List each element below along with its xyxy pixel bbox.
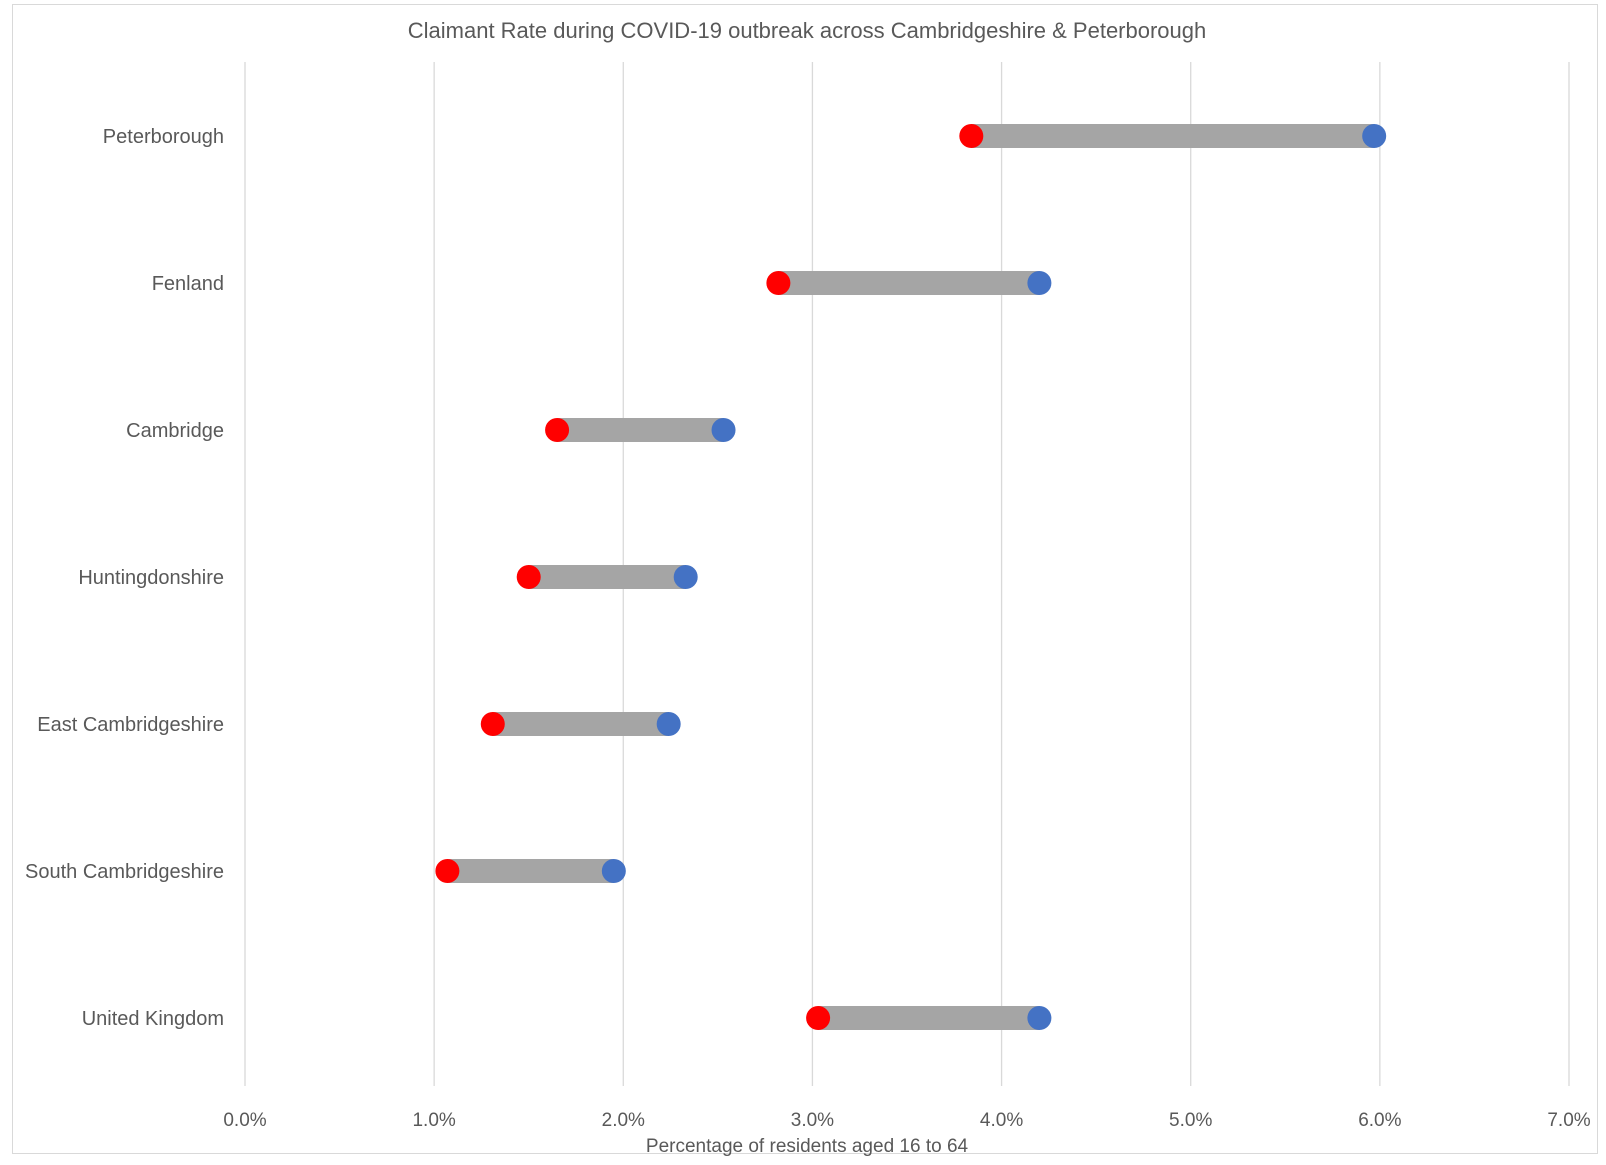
red-point bbox=[435, 859, 460, 883]
gridlines bbox=[244, 62, 1570, 1086]
x-tick-label: 0.0% bbox=[223, 1110, 266, 1131]
category-labels: Peterborough Fenland Cambridge Huntingdonsh… bbox=[25, 126, 224, 1030]
red-point bbox=[545, 418, 570, 442]
category-label: Peterborough bbox=[103, 126, 224, 148]
chart-title: Claimant Rate during COVID-19 outbreak a… bbox=[408, 18, 1207, 43]
category-label: Fenland bbox=[152, 273, 224, 295]
x-tick-labels: 0.0% 1.0% 2.0% 3.0% 4.0% 5.0% 6.0% 7.0% bbox=[223, 1110, 1590, 1131]
category-label: Huntingdonshire bbox=[78, 567, 224, 589]
blue-point bbox=[1362, 124, 1387, 148]
x-tick-label: 4.0% bbox=[980, 1110, 1023, 1131]
red-point bbox=[959, 124, 984, 148]
blue-point bbox=[1027, 1006, 1052, 1030]
chart-frame bbox=[12, 4, 1598, 1154]
category-label: United Kingdom bbox=[82, 1008, 224, 1030]
blue-point bbox=[673, 565, 698, 589]
blue-point bbox=[601, 859, 626, 883]
x-tick-label: 3.0% bbox=[791, 1110, 834, 1131]
blue-point bbox=[656, 712, 681, 736]
x-tick-label: 6.0% bbox=[1358, 1110, 1401, 1131]
x-tick-label: 5.0% bbox=[1169, 1110, 1212, 1131]
red-point bbox=[480, 712, 505, 736]
chart-marks bbox=[435, 124, 1387, 1030]
x-tick-label: 7.0% bbox=[1547, 1110, 1590, 1131]
category-label: East Cambridgeshire bbox=[37, 714, 224, 736]
category-label: South Cambridgeshire bbox=[25, 861, 224, 883]
x-tick-label: 1.0% bbox=[412, 1110, 455, 1131]
red-point bbox=[766, 271, 791, 295]
x-axis-title: Percentage of residents aged 16 to 64 bbox=[646, 1136, 969, 1157]
x-tick-label: 2.0% bbox=[602, 1110, 645, 1131]
category-label: Cambridge bbox=[126, 420, 224, 442]
blue-point bbox=[711, 418, 736, 442]
blue-point bbox=[1027, 271, 1052, 295]
red-point bbox=[806, 1006, 831, 1030]
red-point bbox=[516, 565, 541, 589]
